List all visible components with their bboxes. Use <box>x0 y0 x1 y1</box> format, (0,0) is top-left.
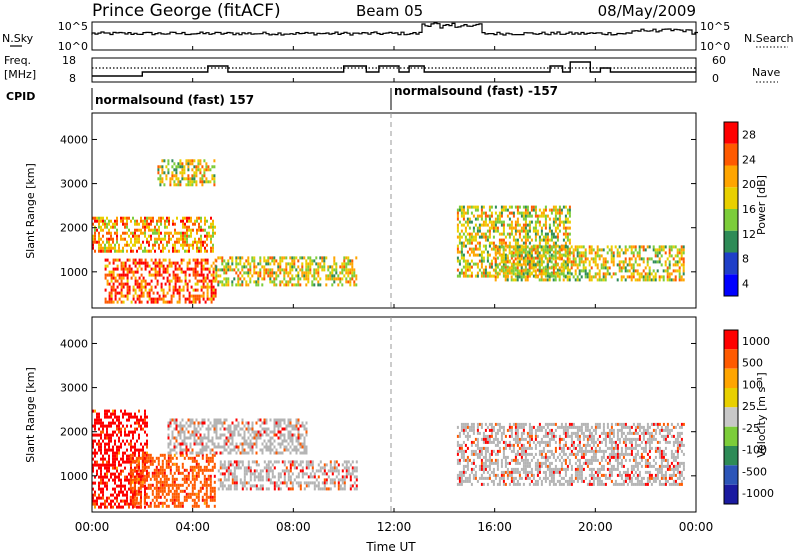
colorbar-swatch <box>724 274 738 297</box>
colorbar-tick-label: 16 <box>742 203 756 216</box>
colorbar-swatch <box>724 388 738 408</box>
time-axis-label: Time UT <box>365 540 416 554</box>
colorbar-tick-label: -25 <box>742 422 760 435</box>
time-tick-label: 08:00 <box>276 520 311 534</box>
nsearch-tick-top: 10^5 <box>700 20 730 33</box>
y-tick-label: 3000 <box>60 178 88 191</box>
power-region <box>215 256 358 287</box>
velocity-data <box>92 409 685 509</box>
freq-label-line1: Freq. <box>4 54 31 67</box>
freq-line <box>92 61 696 77</box>
y-tick-label: 4000 <box>60 337 88 350</box>
time-tick-label: 04:00 <box>175 520 210 534</box>
power-panel: 1000 2000 3000 4000 Slant Range [km] 28 24 20… <box>24 112 768 309</box>
freq-tick-top: 18 <box>62 54 76 67</box>
cpid-segment-2: normalsound (fast) -157 <box>394 84 558 98</box>
colorbar-swatch <box>724 165 738 188</box>
y-tick-label: 3000 <box>60 382 88 395</box>
colorbar-swatch <box>724 407 738 427</box>
power-region <box>92 216 216 253</box>
power-y-axis: 1000 2000 3000 4000 <box>60 133 696 279</box>
freq-trace <box>92 61 696 77</box>
power-region <box>494 245 685 282</box>
y-tick-label: 2000 <box>60 426 88 439</box>
colorbar-swatch <box>724 122 738 144</box>
colorbar-tick-label: -500 <box>742 465 767 478</box>
y-tick-label: 1000 <box>60 470 88 483</box>
colorbar-swatch <box>724 252 738 275</box>
y-tick-label: 1000 <box>60 266 88 279</box>
nsky-line <box>91 22 698 36</box>
time-axis: 00:00 04:00 08:00 12:00 16:00 20:00 00:00 <box>75 46 714 534</box>
colorbar-tick-label: 100 <box>742 378 763 391</box>
velocity-ylabel: Slant Range [km] <box>24 367 37 463</box>
power-region <box>104 258 217 304</box>
time-tick-label: 12:00 <box>377 520 412 534</box>
colorbar-swatch <box>724 446 738 466</box>
colorbar-tick-label: 20 <box>742 178 756 191</box>
power-region <box>157 159 216 187</box>
nave-label: Nave <box>752 66 780 79</box>
time-tick-label: 20:00 <box>578 520 613 534</box>
colorbar-tick-label: 8 <box>742 253 749 266</box>
colorbar-swatch <box>724 368 738 388</box>
time-tick-label: 16:00 <box>477 520 512 534</box>
y-tick-label: 2000 <box>60 222 88 235</box>
colorbar-tick-label: 25 <box>742 400 756 413</box>
colorbar-swatch <box>724 465 738 485</box>
velocity-region <box>217 460 358 491</box>
colorbar-tick-label: 1000 <box>742 335 770 348</box>
colorbar-tick-label: -1000 <box>742 487 774 500</box>
nsky-tick-top: 10^5 <box>58 20 88 33</box>
velocity-region <box>167 418 308 455</box>
colorbar-swatch <box>724 426 738 446</box>
freq-tick-bottom: 8 <box>69 72 76 85</box>
date-title: 08/May/2009 <box>598 2 696 20</box>
freq-label-line2: [MHz] <box>4 68 36 81</box>
velocity-region <box>129 453 216 508</box>
colorbar-swatch <box>724 230 738 253</box>
cpid-panel: CPID normalsound (fast) 157 normalsound … <box>6 84 558 110</box>
cpid-label: CPID <box>6 90 35 103</box>
colorbar-swatch <box>724 484 738 504</box>
power-ylabel: Slant Range [km] <box>24 163 37 259</box>
colorbar-tick-label: 12 <box>742 228 756 241</box>
colorbar-swatch <box>724 143 738 166</box>
power-data <box>92 159 685 304</box>
station-title: Prince George (fitACF) <box>92 1 281 21</box>
cpid-segment-1: normalsound (fast) 157 <box>95 93 254 107</box>
nave-tick-top: 60 <box>712 54 726 67</box>
nsearch-label: N.Search <box>744 32 794 45</box>
velocity-colorbar-label: Velocity [m s⁻¹] <box>755 372 768 457</box>
colorbar-tick-label: 4 <box>742 278 749 291</box>
nsky-trace <box>91 22 698 36</box>
colorbar-swatch <box>724 330 738 350</box>
nsky-panel: N.Sky 10^5 10^0 10^5 10^0 N.Search <box>2 20 794 53</box>
nsky-label: N.Sky <box>2 32 34 45</box>
power-colorbar-label: Power [dB] <box>755 175 768 235</box>
nsky-tick-bottom: 10^0 <box>58 40 88 53</box>
beam-title: Beam 05 <box>356 2 423 20</box>
colorbar-tick-label: 500 <box>742 357 763 370</box>
colorbar-tick-label: 24 <box>742 153 756 166</box>
colorbar-tick-label: 28 <box>742 128 756 141</box>
colorbar-swatch <box>724 187 738 210</box>
colorbar-swatch <box>724 349 738 369</box>
nsearch-tick-bottom: 10^0 <box>700 40 730 53</box>
y-tick-label: 4000 <box>60 133 88 146</box>
time-tick-label: 00:00 <box>679 520 714 534</box>
power-colorbar: 28 24 20 16 12 8 4 <box>723 121 756 297</box>
colorbar-swatch <box>724 209 738 231</box>
nave-tick-bottom: 0 <box>712 72 719 85</box>
velocity-y-axis: 1000 2000 3000 4000 <box>60 337 696 483</box>
freq-panel: Freq. [MHz] 18 8 60 0 Nave <box>4 54 780 85</box>
velocity-colorbar: 1000 500 100 25 -25 -100 -500 -1000 <box>723 329 774 505</box>
time-tick-label: 00:00 <box>75 520 110 534</box>
colorbar-tick-label: -100 <box>742 444 767 457</box>
velocity-region <box>456 422 685 486</box>
velocity-panel: 1000 2000 3000 4000 Slant Range [km] 1000 50… <box>24 316 774 513</box>
